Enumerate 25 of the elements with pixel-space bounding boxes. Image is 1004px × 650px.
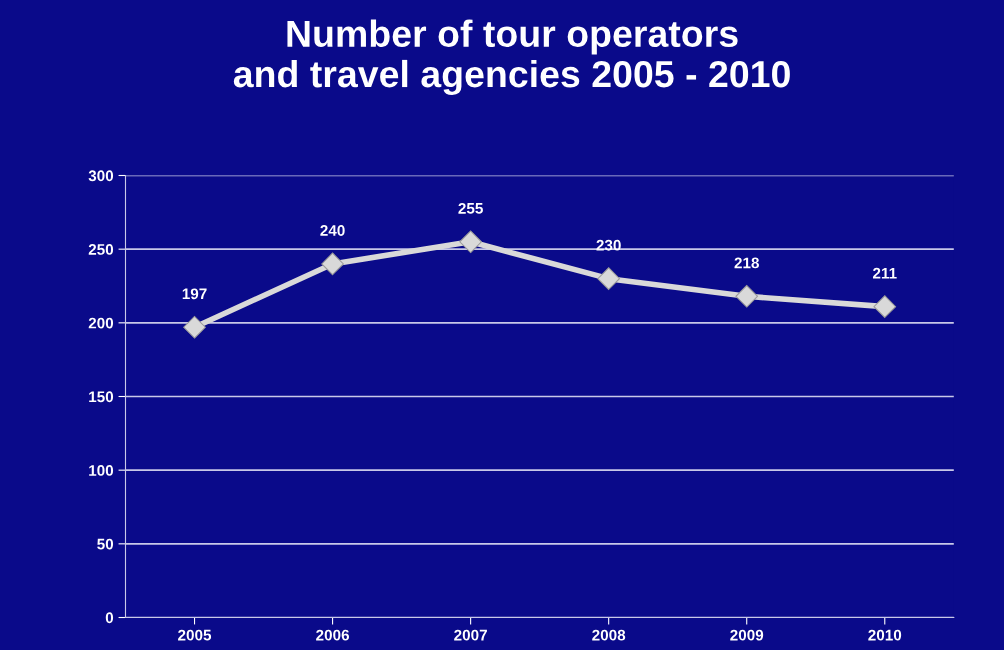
y-tick-label: 150 [89,391,114,403]
y-tick-label: 50 [97,538,114,550]
data-label: 240 [320,225,345,236]
x-tick-label: 2006 [316,629,350,641]
x-tick-label: 2009 [730,629,764,641]
point [183,315,206,339]
x-tick-label: 2005 [178,629,212,641]
data-label: 211 [872,267,897,279]
y-tick-label: 200 [88,317,114,329]
x-tick-label: 2007 [454,629,487,641]
x-tick-label: 2010 [868,629,902,641]
data-label: 218 [734,257,759,269]
y-tick-label: 100 [89,465,114,476]
data-label: 255 [458,202,483,214]
y-tick-label: 0 [105,612,114,624]
x-tick-label: 2008 [592,629,626,641]
data-label: 197 [182,288,207,300]
y-tick-label: 250 [88,244,114,255]
point [597,267,620,290]
point [459,230,482,254]
point [321,252,344,276]
y-tick-label: 300 [88,170,114,182]
chart-title: Number of tour operators and travel agencies 2005 - 2010 [233,19,790,96]
point [873,295,897,318]
point [735,284,759,308]
